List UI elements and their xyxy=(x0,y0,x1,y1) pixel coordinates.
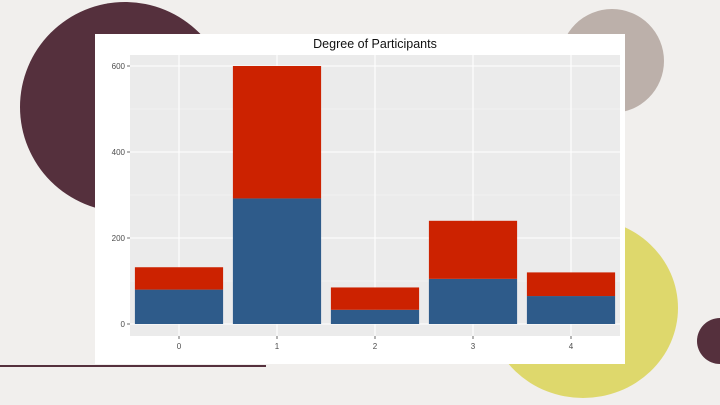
x-axis: 0 1 2 3 4 xyxy=(177,336,574,351)
y-tick-label: 0 xyxy=(121,320,126,329)
bar-series-2-cat-3 xyxy=(428,220,518,279)
x-tick-label: 2 xyxy=(373,342,378,351)
x-tick-label: 4 xyxy=(569,342,574,351)
bar-series-1-cat-2 xyxy=(330,309,420,324)
decorative-circle-small xyxy=(697,318,720,364)
x-tick-label: 1 xyxy=(275,342,280,351)
y-tick-label: 600 xyxy=(112,62,126,71)
y-axis: 0 200 400 600 xyxy=(112,62,130,329)
decorative-line xyxy=(0,365,266,367)
bar-series-2-cat-2 xyxy=(330,287,420,310)
bar-series-2-cat-1 xyxy=(232,66,322,199)
bar-series-1-cat-0 xyxy=(134,289,224,324)
x-tick-label: 3 xyxy=(471,342,476,351)
y-tick-label: 400 xyxy=(112,148,126,157)
bar-series-2-cat-4 xyxy=(526,272,616,297)
bar-series-1-cat-3 xyxy=(428,278,518,324)
bar-series-1-cat-1 xyxy=(232,198,322,324)
bar-chart: Degree of Participants 0 200 400 600 0 1 2 3 4 xyxy=(112,37,620,351)
x-tick-label: 0 xyxy=(177,342,182,351)
chart-card: Degree of Participants 0 200 400 600 0 1 2 3 4 xyxy=(95,34,625,364)
y-tick-label: 200 xyxy=(112,234,126,243)
bar-series-1-cat-4 xyxy=(526,296,616,324)
bar-series-2-cat-0 xyxy=(134,267,224,290)
bars xyxy=(134,66,616,324)
chart-title: Degree of Participants xyxy=(313,37,437,51)
